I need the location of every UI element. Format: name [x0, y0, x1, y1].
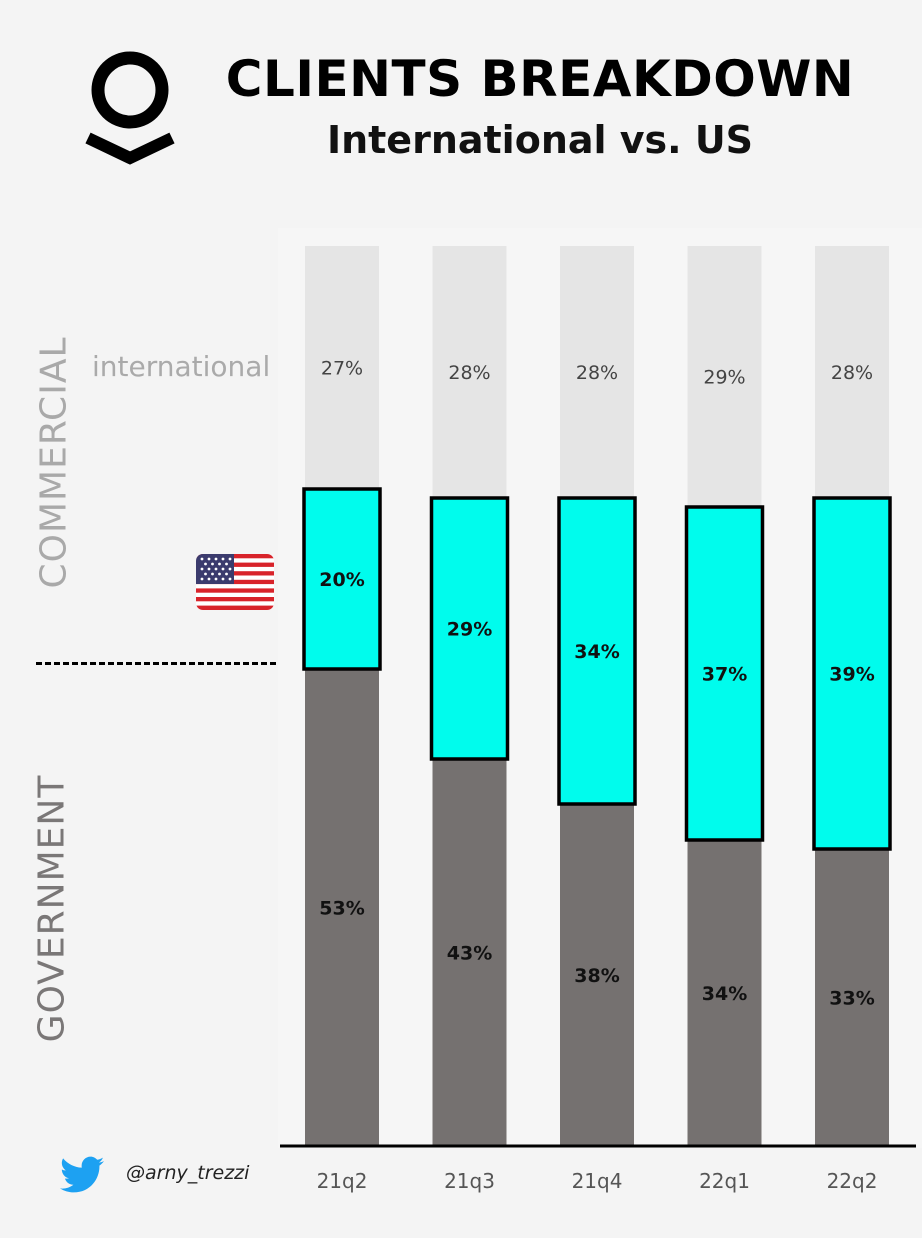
bar-gov-22q2	[815, 849, 889, 1146]
value-label-gov-21q4: 38%	[574, 965, 619, 987]
twitter-bird-icon	[60, 1156, 104, 1193]
bar-intl-22q2	[815, 246, 889, 498]
bar-intl-21q3	[432, 246, 507, 498]
bar-us-outline-21q3	[429, 496, 510, 761]
value-label-intl-22q1: 29%	[703, 367, 745, 389]
x-tick-label-21q4: 21q4	[572, 1169, 623, 1193]
us-flag-icon	[196, 554, 274, 610]
bar-gov-21q3	[432, 759, 507, 1146]
bar-us-21q4	[560, 498, 634, 804]
bar-us-outline-22q2	[812, 496, 892, 851]
value-label-gov-21q2: 53%	[319, 898, 364, 920]
value-label-intl-21q2: 27%	[321, 358, 363, 380]
value-label-gov-22q2: 33%	[829, 988, 874, 1010]
bar-intl-21q4	[560, 246, 634, 498]
value-label-intl-21q4: 28%	[576, 362, 618, 384]
value-label-intl-22q2: 28%	[831, 362, 873, 384]
bar-us-outline-22q1	[684, 505, 765, 842]
bar-us-outline-21q2	[302, 487, 382, 671]
x-tick-label-22q2: 22q2	[827, 1169, 878, 1193]
bar-us-21q2	[305, 489, 379, 669]
bar-us-21q3	[432, 498, 507, 759]
value-label-gov-22q1: 34%	[702, 983, 747, 1005]
bar-us-22q2	[815, 498, 889, 849]
value-label-us-22q2: 39%	[829, 664, 874, 686]
x-tick-label-21q3: 21q3	[444, 1169, 495, 1193]
international-label: international	[92, 350, 271, 383]
segment-divider-line	[36, 662, 276, 665]
bar-intl-21q2	[305, 246, 379, 489]
x-tick-label-22q1: 22q1	[699, 1169, 750, 1193]
value-label-us-21q2: 20%	[319, 569, 364, 591]
chart-subtitle: International vs. US	[326, 118, 754, 162]
chart-title: CLIENTS BREAKDOWN	[225, 50, 855, 108]
twitter-handle: @arny_trezzi	[126, 1162, 250, 1184]
bar-us-outline-21q4	[557, 496, 637, 806]
value-label-us-21q4: 34%	[574, 641, 619, 663]
palantir-logo	[85, 51, 175, 165]
bar-intl-22q1	[687, 246, 762, 507]
value-label-gov-21q3: 43%	[447, 943, 492, 965]
bar-gov-21q4	[560, 804, 634, 1146]
bar-gov-21q2	[305, 669, 379, 1146]
value-label-intl-21q3: 28%	[448, 362, 490, 384]
x-tick-label-21q2: 21q2	[317, 1169, 368, 1193]
bar-us-22q1	[687, 507, 762, 840]
bar-gov-22q1	[687, 840, 762, 1146]
value-label-us-21q3: 29%	[447, 619, 492, 641]
value-label-us-22q1: 37%	[702, 664, 747, 686]
